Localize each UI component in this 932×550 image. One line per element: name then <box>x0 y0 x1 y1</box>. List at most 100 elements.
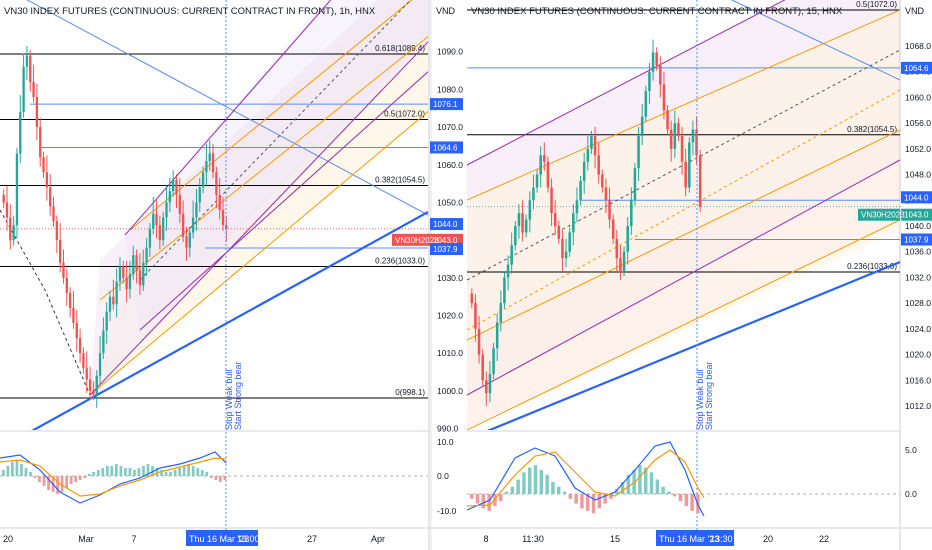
left-candle-body <box>198 187 201 203</box>
right-candle-body <box>582 161 586 181</box>
right-candle-body <box>593 136 597 156</box>
left-candle-body <box>25 55 29 67</box>
left-candle-body <box>68 292 72 308</box>
right-macd-bar <box>626 474 631 494</box>
right-macd-bar <box>678 494 683 502</box>
left-macd-bar <box>191 466 195 476</box>
right-orange-median <box>467 89 900 331</box>
left-macd-bar <box>65 476 68 488</box>
left-y-tick: 1010.0 <box>437 348 463 358</box>
right-candle-body <box>648 71 651 91</box>
left-y-tick: 1060.0 <box>437 160 463 170</box>
left-macd-bar <box>205 472 209 476</box>
left-candle-body <box>9 217 12 241</box>
left-candle-body <box>215 172 218 195</box>
left-macd-bar <box>142 466 145 476</box>
left-macd-bar <box>173 470 177 476</box>
left-macd-bar <box>47 476 50 490</box>
left-candle-body <box>171 179 175 192</box>
left-candle-body <box>49 187 52 207</box>
left-macd-bar <box>196 468 200 476</box>
left-candle-body <box>105 311 108 331</box>
right-macd-bar <box>591 494 596 514</box>
left-macd-tick: -10.0 <box>437 506 457 516</box>
left-candle-body <box>88 379 92 391</box>
left-candle-body <box>19 112 22 154</box>
left-candle-body <box>75 323 78 339</box>
right-candle-body <box>510 245 513 265</box>
left-macd-bar <box>110 466 114 476</box>
left-macd-bar <box>2 470 5 476</box>
left-candle-body <box>122 266 125 278</box>
right-candle-body <box>492 348 495 374</box>
right-macd-bar <box>510 486 515 494</box>
right-candle-body <box>590 136 593 149</box>
right-candle-body <box>688 142 691 188</box>
left-tag-1076-bg <box>430 98 463 111</box>
right-y-tick: 1068.0 <box>905 41 931 51</box>
right-y-tick: 1016.0 <box>905 375 931 385</box>
right-y-tick: 1036.0 <box>905 247 931 257</box>
right-tag-1037: 1037.9 <box>904 236 929 245</box>
right-candle-body <box>601 174 604 188</box>
left-candle-body <box>5 202 9 218</box>
left-macd-bar <box>218 476 222 482</box>
right-time-badge-text: 13:30 <box>710 534 733 544</box>
left-fib-label: 0(998.1) <box>395 388 425 397</box>
right-price-axis: 1068.01064.01060.01056.01052.01048.01044… <box>905 41 931 411</box>
right-candle-body <box>691 129 695 143</box>
right-y-tick: 1056.0 <box>905 118 931 128</box>
right-candle-body <box>575 200 579 214</box>
left-signal-line <box>0 457 227 497</box>
right-macd-bar <box>562 491 567 494</box>
left-candle-body <box>65 277 68 293</box>
left-date-badge <box>186 530 258 546</box>
left-y-tick: 1000.0 <box>437 386 463 396</box>
left-macd-bar <box>209 476 213 478</box>
left-candle-body <box>201 172 205 188</box>
left-purple-channel-line <box>89 41 428 396</box>
left-chart-title: VN30 INDEX FUTURES (CONTINUOUS: CURRENT … <box>4 6 376 17</box>
left-axis-unit: VND <box>436 6 456 16</box>
left-macd-bar <box>56 476 59 494</box>
right-macd <box>467 441 900 517</box>
left-macd-bar <box>160 470 163 476</box>
right-candle-body <box>521 213 524 233</box>
left-candle-body <box>162 217 165 241</box>
left-macd-tick: 0.0 <box>437 471 449 481</box>
left-candle-body <box>125 277 128 290</box>
right-y-tick: 1040.0 <box>905 221 931 231</box>
right-y-tick: 1032.0 <box>905 272 931 282</box>
right-y-tick: 1024.0 <box>905 324 931 334</box>
left-fib-label: 0.236(1033.0) <box>375 257 425 266</box>
right-candle-body <box>619 258 622 271</box>
left-macd-bar <box>33 476 37 478</box>
left-y-tick: 1090.0 <box>437 47 463 57</box>
right-macd-bar <box>597 494 602 509</box>
left-candle-body <box>35 96 39 128</box>
left-candle-body <box>218 194 221 210</box>
left-candle-body <box>78 338 82 354</box>
left-macd-bar <box>83 476 87 478</box>
left-candle-body <box>108 296 112 312</box>
right-candle-body <box>622 251 626 271</box>
right-candle-body <box>532 187 535 201</box>
right-tag-symbol-bg <box>858 208 900 221</box>
right-candle-body <box>495 322 499 349</box>
left-macd-bar <box>11 462 14 476</box>
left-x-tick: 20 <box>3 534 13 544</box>
left-candle-body <box>112 296 115 305</box>
right-macd-bar <box>522 472 526 494</box>
left-macd-bar <box>74 476 78 482</box>
left-macd-bar <box>124 468 127 476</box>
left-candle-body <box>191 217 195 233</box>
right-candle-body <box>630 200 633 226</box>
left-macd-bar <box>137 468 141 476</box>
right-tag-1044: 1044.0 <box>904 193 929 202</box>
left-candle-body <box>185 236 188 248</box>
right-candle-body <box>673 123 677 149</box>
right-date-badge <box>656 530 734 546</box>
right-candle-body <box>615 238 619 259</box>
right-candle-body <box>659 65 662 85</box>
left-macd-bar <box>101 468 105 476</box>
